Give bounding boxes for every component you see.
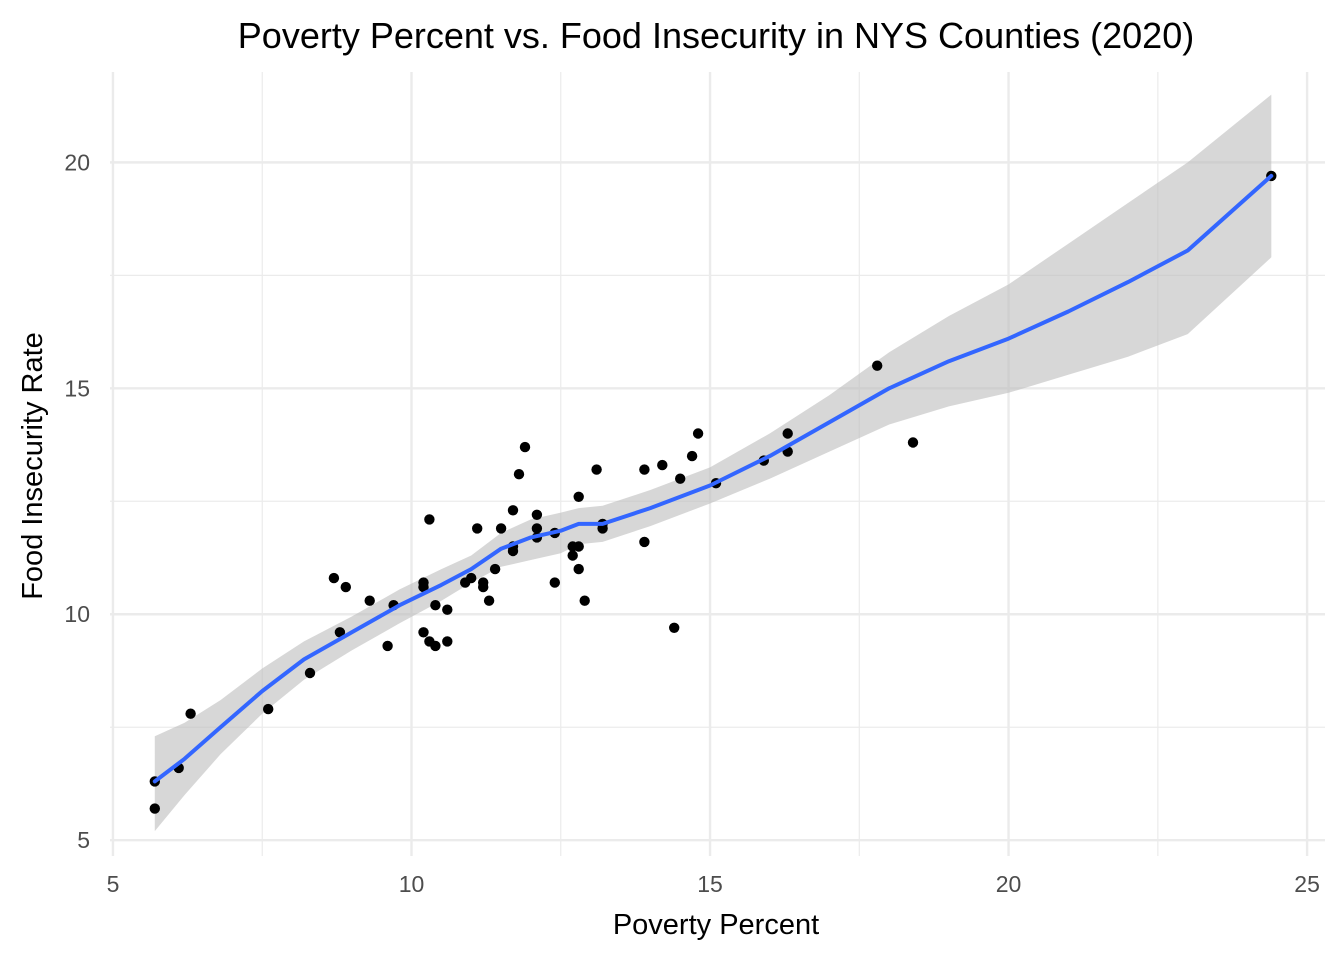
x-axis-label: Poverty Percent — [613, 909, 819, 941]
data-point — [639, 464, 650, 475]
data-point — [304, 667, 316, 679]
x-tick-labels: 5 10 15 20 25 — [107, 871, 1320, 897]
data-point — [149, 803, 160, 814]
x-tick-label: 5 — [107, 871, 120, 897]
data-point — [442, 604, 453, 615]
data-point — [495, 523, 507, 534]
data-point — [382, 640, 393, 652]
data-point — [692, 428, 704, 439]
data-point — [669, 622, 680, 633]
data-point — [478, 581, 489, 593]
data-point — [639, 536, 650, 548]
data-point — [430, 600, 441, 611]
data-point — [466, 572, 477, 584]
data-point — [507, 505, 519, 516]
data-point — [364, 595, 375, 606]
data-point — [472, 523, 483, 534]
data-point — [657, 459, 668, 471]
data-point — [489, 563, 501, 575]
data-point — [334, 627, 346, 638]
data-point — [573, 563, 584, 575]
data-point — [675, 473, 686, 484]
x-tick-label: 10 — [399, 871, 425, 897]
data-point — [424, 514, 435, 525]
y-tick-label: 10 — [64, 601, 90, 627]
grid-layer — [110, 72, 1325, 856]
x-tick-label: 25 — [1294, 871, 1320, 897]
data-point — [567, 550, 578, 561]
data-point — [507, 545, 519, 557]
data-point — [513, 469, 525, 480]
data-point — [579, 595, 590, 606]
data-point — [573, 541, 584, 552]
y-tick-labels: 5 10 15 20 — [64, 149, 90, 853]
data-point — [519, 441, 531, 453]
data-point — [328, 572, 340, 584]
data-point — [686, 450, 698, 462]
data-point — [418, 627, 429, 638]
data-point — [430, 640, 441, 652]
x-tick-label: 20 — [996, 871, 1022, 897]
data-point — [531, 523, 543, 534]
smooth-line — [152, 173, 1274, 784]
data-point — [782, 428, 793, 439]
confidence-ribbon — [154, 94, 1272, 832]
y-tick-label: 15 — [64, 375, 90, 401]
data-point — [340, 581, 351, 593]
data-point — [907, 437, 919, 448]
y-tick-label: 20 — [64, 149, 90, 175]
y-axis-label: Food Insecurity Rate — [17, 332, 49, 600]
data-point — [263, 703, 274, 715]
data-point — [573, 491, 584, 502]
data-point — [872, 360, 883, 371]
x-tick-label: 15 — [697, 871, 723, 897]
chart-title: Poverty Percent vs. Food Insecurity in N… — [238, 15, 1194, 56]
data-point — [549, 577, 560, 588]
data-point — [442, 636, 453, 647]
y-tick-label: 5 — [77, 827, 90, 853]
data-point — [185, 708, 196, 719]
data-point — [591, 464, 602, 475]
data-point — [483, 595, 495, 606]
data-point — [531, 509, 543, 520]
data-point — [418, 581, 429, 593]
